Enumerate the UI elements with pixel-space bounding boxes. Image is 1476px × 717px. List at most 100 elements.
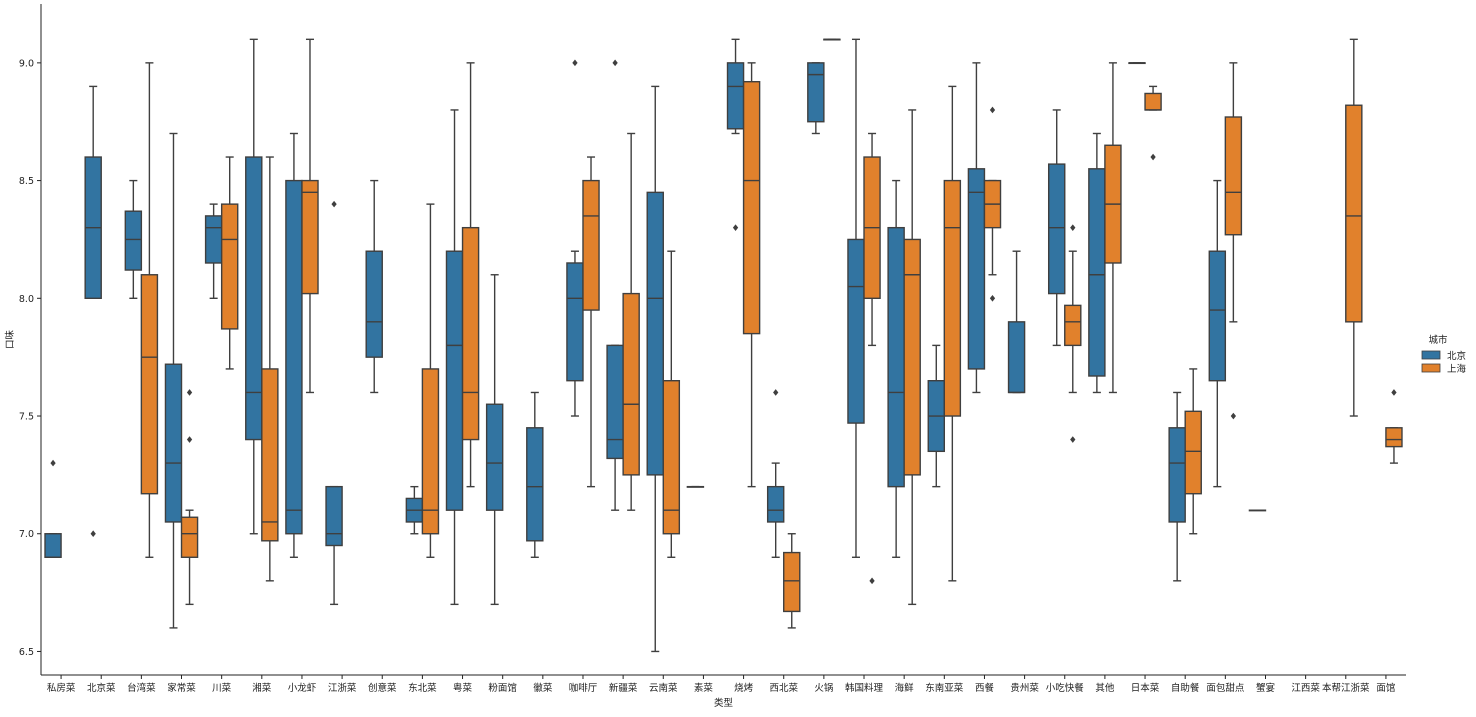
legend: 城市 北京 上海 xyxy=(1421,334,1467,375)
box-body xyxy=(1345,104,1363,323)
outlier-point xyxy=(1391,389,1397,396)
box-beijing xyxy=(445,109,464,606)
box-beijing xyxy=(686,485,705,488)
outlier-point xyxy=(1070,224,1076,231)
box-beijing xyxy=(1168,391,1186,582)
outlier-point xyxy=(989,106,996,114)
box-beijing xyxy=(847,38,865,558)
outlier-point xyxy=(869,577,875,585)
box-beijing xyxy=(807,62,825,135)
y-tick-label: 8.5 xyxy=(19,176,34,187)
box-beijing xyxy=(766,389,785,558)
box-body xyxy=(204,215,223,264)
box-beijing xyxy=(124,179,143,299)
box-body xyxy=(485,403,504,511)
box-body xyxy=(1385,427,1403,448)
x-tick-label: 面包甜点 xyxy=(1206,682,1245,694)
box-body xyxy=(1168,427,1186,523)
box-body xyxy=(220,203,239,330)
box-body xyxy=(566,262,584,382)
outlier-point xyxy=(50,459,56,467)
box-shanghai xyxy=(1104,62,1122,394)
x-tick-label: 私房菜 xyxy=(47,682,76,694)
box-body xyxy=(1184,410,1202,495)
box-body xyxy=(847,238,865,424)
box-body xyxy=(646,191,664,476)
x-axis-label: 类型 xyxy=(714,697,734,709)
box-beijing xyxy=(566,59,584,417)
box-beijing xyxy=(1248,509,1267,512)
box-beijing xyxy=(1128,62,1146,65)
outlier-point xyxy=(732,224,739,231)
box-beijing xyxy=(285,132,303,558)
x-tick-label: 贵州菜 xyxy=(1010,682,1039,694)
box-shanghai xyxy=(220,156,239,370)
box-beijing xyxy=(485,274,504,606)
legend-swatch-shanghai xyxy=(1421,363,1441,373)
x-tick-label: 其他 xyxy=(1095,682,1115,694)
box-body xyxy=(1007,321,1026,394)
box-body xyxy=(783,551,801,613)
x-tick-label: 烧烤 xyxy=(734,682,754,694)
box-body xyxy=(1088,168,1106,377)
x-tick-label: 湘菜 xyxy=(252,682,272,694)
x-tick-label: 西餐 xyxy=(975,682,995,694)
outlier-point xyxy=(186,436,193,443)
box-body xyxy=(622,292,640,476)
box-shanghai xyxy=(1184,368,1202,535)
y-tick-label: 6.5 xyxy=(19,647,34,658)
x-tick-label: 东北菜 xyxy=(408,682,437,694)
x-tick-label: 本帮江浙菜 xyxy=(1322,682,1370,694)
box-body xyxy=(1144,92,1162,111)
x-tick-label: 咖啡厅 xyxy=(569,682,598,694)
outlier-point xyxy=(186,389,193,396)
box-body xyxy=(245,156,263,441)
box-body xyxy=(164,363,183,523)
y-tick-label: 7.5 xyxy=(19,412,34,423)
y-tick-label: 8.0 xyxy=(19,294,34,305)
box-body xyxy=(180,516,199,558)
legend-swatch-beijing xyxy=(1421,350,1441,360)
box-shanghai xyxy=(983,106,1002,302)
x-tick-label: 自助餐 xyxy=(1171,682,1200,694)
box-beijing xyxy=(1208,179,1227,488)
x-tick-label: 日本菜 xyxy=(1131,682,1160,694)
box-shanghai xyxy=(1064,224,1082,443)
x-tick-label: 东南亚菜 xyxy=(925,682,964,694)
box-shanghai xyxy=(823,38,841,41)
box-beijing xyxy=(44,459,62,558)
box-shanghai xyxy=(1345,38,1363,417)
box-body xyxy=(140,274,159,495)
outlier-point xyxy=(612,59,618,67)
box-beijing xyxy=(1088,132,1106,394)
box-beijing xyxy=(927,344,946,488)
outlier-point xyxy=(90,530,96,538)
box-shanghai xyxy=(140,62,159,558)
box-body xyxy=(887,226,905,488)
box-beijing xyxy=(84,85,102,538)
box-shanghai xyxy=(261,156,279,582)
box-body xyxy=(1224,116,1243,236)
legend-title: 城市 xyxy=(1428,334,1448,346)
box-beijing xyxy=(405,485,424,535)
box-body xyxy=(967,168,986,370)
box-shanghai xyxy=(742,62,761,488)
x-tick-label: 粉面馆 xyxy=(488,682,517,694)
box-beijing xyxy=(526,391,544,558)
box-body xyxy=(1047,163,1066,295)
box-body xyxy=(1208,250,1227,382)
x-tick-label: 川菜 xyxy=(212,682,232,694)
box-shanghai xyxy=(1385,389,1403,464)
outlier-point xyxy=(773,389,779,396)
box-body xyxy=(325,485,343,547)
x-axis: 私房菜 北京菜 台湾菜 家常菜 川菜 湘菜 小龙虾 江浙菜 创意菜 东北菜 粤菜 粉面馆 徽菜 咖啡厅 新疆… xyxy=(41,674,1406,694)
box-shanghai xyxy=(903,109,921,606)
x-tick-label: 小吃快餐 xyxy=(1046,682,1085,694)
box-shanghai xyxy=(1224,62,1243,420)
box-beijing xyxy=(646,85,664,653)
box-shanghai xyxy=(662,250,681,558)
x-tick-label: 台湾菜 xyxy=(127,682,156,694)
outlier-point xyxy=(572,59,578,67)
x-tick-label: 江西菜 xyxy=(1291,682,1320,694)
